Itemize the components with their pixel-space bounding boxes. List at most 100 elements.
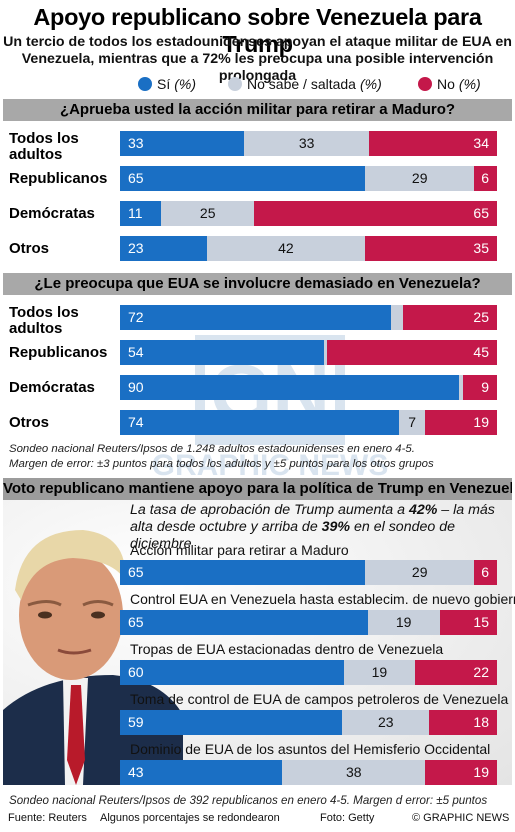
bar-segment-no: 34 <box>368 131 497 156</box>
bar-value-label: 35 <box>473 240 489 256</box>
s3-bar-2: 60 19 22 <box>120 660 497 685</box>
legend-unit-si: (%) <box>174 76 197 92</box>
s3-label-0: Acción militar para retirar a Maduro <box>130 542 349 558</box>
section2-title: ¿Le preocupa que EUA se involucre demasi… <box>3 273 512 295</box>
bar-segment-no: 6 <box>474 166 497 191</box>
bar-segment-si: 11 <box>120 201 162 226</box>
legend-swatch-no <box>418 77 432 91</box>
bar-segment-no: 6 <box>474 560 497 585</box>
bar-value-label: 38 <box>345 764 362 780</box>
s2-label-todos: Todos los adultos <box>9 305 79 337</box>
bar-value-label: 6 <box>481 170 489 186</box>
s3-intro-c: – la más alta desde octubre y arriba de <box>130 502 495 535</box>
bar-value-label: 19 <box>473 764 489 780</box>
bar-segment-ns <box>391 305 403 330</box>
s1-label-todos: Todos los adultos <box>9 131 79 163</box>
s3-intro-a: La tasa de aprobación de Trump aumenta a <box>130 502 409 518</box>
legend-label-no: No <box>437 76 455 92</box>
bar-value-label: 65 <box>128 614 144 630</box>
bar-value-label: 6 <box>481 564 489 580</box>
s1-label-democratas: Demócratas <box>9 205 95 222</box>
bar-value-label: 25 <box>473 309 489 325</box>
s2-note-line1: Sondeo nacional Reuters/Ipsos de 1.248 a… <box>9 443 415 455</box>
bar-value-label: 23 <box>377 714 394 730</box>
page-subtitle: Un tercio de todos los estadounidenses a… <box>3 34 512 84</box>
bar-value-label: 11 <box>128 205 143 221</box>
footer-rounding: Algunos porcentajes se redondearon <box>100 812 280 824</box>
bar-segment-ns: 42 <box>206 236 366 261</box>
photo-area <box>3 500 512 785</box>
bar-segment-no: 9 <box>463 375 497 400</box>
bar-value-label: 9 <box>481 379 489 395</box>
footer-photo: Foto: Getty <box>320 812 375 824</box>
s2-note-line2: Margen de error: ±3 puntos para todos lo… <box>9 458 434 470</box>
bar-segment-no: 19 <box>425 410 497 435</box>
bar-value-label: 54 <box>128 344 144 360</box>
bar-segment-no: 18 <box>429 710 497 735</box>
s2-bar-todos: 72 25 <box>120 305 497 330</box>
bar-segment-ns <box>323 340 328 365</box>
s2-label-otros: Otros <box>9 414 50 431</box>
s3-intro-e: en el sondeo de diciembre <box>130 519 455 552</box>
bar-segment-si: 43 <box>120 760 283 785</box>
bar-value-label: 15 <box>473 614 489 630</box>
s2-bar-republicanos: 54 45 <box>120 340 497 365</box>
bar-value-label: 65 <box>473 205 489 221</box>
s1-bar-otros: 23 42 35 <box>120 236 497 261</box>
s2-bar-democratas: 90 9 <box>120 375 497 400</box>
bar-segment-no: 15 <box>439 610 497 635</box>
bar-value-label: 23 <box>128 240 144 256</box>
bar-segment-no: 65 <box>254 201 497 226</box>
bar-segment-ns: 19 <box>343 660 415 685</box>
legend-swatch-ns <box>228 77 242 91</box>
legend-label-ns: No sabe / saltada <box>247 76 356 92</box>
bar-value-label: 34 <box>473 135 489 151</box>
bar-value-label: 19 <box>395 614 412 630</box>
legend-label-si: Sí <box>157 76 171 92</box>
s1-bar-todos: 33 33 34 <box>120 131 497 156</box>
bar-segment-si: 33 <box>120 131 245 156</box>
trump-portrait <box>3 530 183 785</box>
bar-value-label: 33 <box>298 135 315 151</box>
bar-segment-si: 54 <box>120 340 324 365</box>
bar-segment-no: 45 <box>327 340 497 365</box>
s3-bar-3: 59 23 18 <box>120 710 497 735</box>
s3-intro: La tasa de aprobación de Trump aumenta a… <box>130 502 510 553</box>
s1-label-republicanos: Republicanos <box>9 170 108 187</box>
bar-value-label: 42 <box>278 240 294 256</box>
footer-credit: © GRAPHIC NEWS <box>412 812 510 824</box>
section3-title: Voto republicano mantiene apoyo para la … <box>3 478 512 500</box>
s1-label-otros: Otros <box>9 240 50 257</box>
bar-value-label: 74 <box>128 414 144 430</box>
legend-unit-no: (%) <box>458 76 481 92</box>
bar-segment-ns: 33 <box>244 131 369 156</box>
bar-segment-ns: 19 <box>367 610 440 635</box>
bar-segment-ns: 23 <box>342 710 430 735</box>
s3-bar-4: 43 38 19 <box>120 760 497 785</box>
s3-label-2: Tropas de EUA estacionadas dentro de Ven… <box>130 641 444 657</box>
s1-bar-republicanos: 65 29 6 <box>120 166 497 191</box>
bar-value-label: 25 <box>199 205 216 221</box>
bar-segment-ns: 29 <box>365 166 475 191</box>
bar-value-label: 33 <box>128 135 144 151</box>
bar-segment-ns: 29 <box>365 560 475 585</box>
bar-segment-ns: 38 <box>282 760 426 785</box>
bar-segment-no: 35 <box>365 236 497 261</box>
bar-segment-ns: 7 <box>398 410 426 435</box>
s2-label-democratas: Demócratas <box>9 379 95 396</box>
s3-bar-1: 65 19 15 <box>120 610 497 635</box>
s3-note: Sondeo nacional Reuters/Ipsos de 392 rep… <box>9 794 488 807</box>
s2-bar-otros: 74 7 19 <box>120 410 497 435</box>
footer-source: Fuente: Reuters <box>8 812 87 824</box>
bar-value-label: 19 <box>473 414 489 430</box>
bar-value-label: 19 <box>371 664 388 680</box>
legend-swatch-si <box>138 77 152 91</box>
bar-segment-ns <box>459 375 464 400</box>
bar-segment-no: 19 <box>425 760 497 785</box>
bar-value-label: 29 <box>411 170 428 186</box>
bar-value-label: 65 <box>128 170 144 186</box>
s2-label-todos-line2: adultos <box>9 320 63 337</box>
bar-segment-si: 65 <box>120 166 366 191</box>
graphic-news-watermark: GN GRAPHIC NEWS <box>152 335 388 482</box>
bar-value-label: 72 <box>128 309 144 325</box>
